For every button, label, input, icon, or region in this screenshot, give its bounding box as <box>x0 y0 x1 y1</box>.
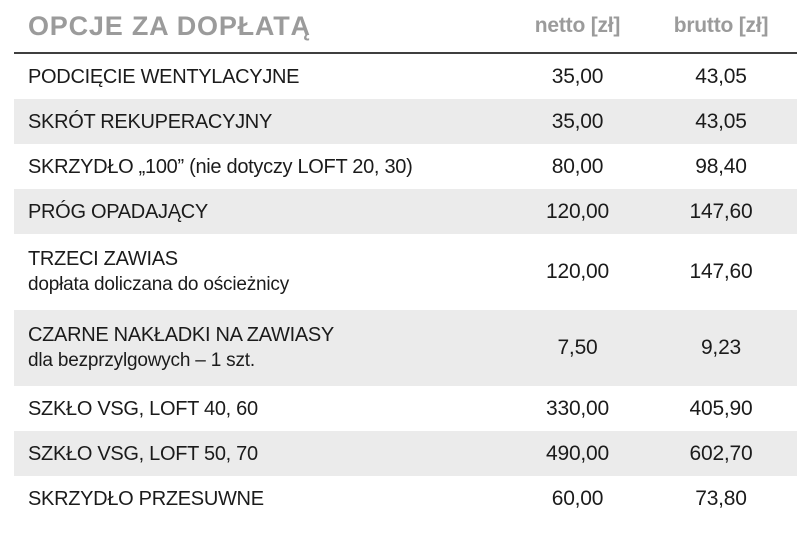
netto-price: 80,00 <box>551 154 604 178</box>
brutto-price: 43,05 <box>695 109 747 133</box>
netto-price: 490,00 <box>545 441 610 465</box>
netto-price: 330,00 <box>545 396 610 420</box>
option-name-main: TRZECI ZAWIAS <box>28 248 178 270</box>
option-note: dla bezprzylgowych – 1 szt. <box>28 350 255 371</box>
option-name: TRZECI ZAWIAS dopłata doliczana do oście… <box>14 246 510 298</box>
table-row: CZARNE NAKŁADKI NA ZAWIASY dla bezprzylg… <box>14 310 797 386</box>
brutto-price: 9,23 <box>700 336 742 359</box>
table-row: PODCIĘCIE WENTYLACYJNE 35,00 43,05 <box>14 54 797 99</box>
table-row: SZKŁO VSG, LOFT 40, 60 330,00 405,90 <box>14 386 797 431</box>
brutto-price: 98,40 <box>695 154 747 178</box>
option-name: SZKŁO VSG, LOFT 40, 60 <box>28 397 258 420</box>
surcharge-options-table: OPCJE ZA DOPŁATĄ netto [zł] brutto [zł] … <box>0 0 797 521</box>
brutto-price: 147,60 <box>689 260 753 283</box>
option-name: PODCIĘCIE WENTYLACYJNE <box>28 65 300 88</box>
brutto-price: 147,60 <box>689 199 753 223</box>
netto-price: 120,00 <box>545 260 610 283</box>
column-header-netto: netto [zł] <box>534 14 621 37</box>
netto-price: 35,00 <box>551 109 604 133</box>
table-row: SZKŁO VSG, LOFT 50, 70 490,00 602,70 <box>14 431 797 476</box>
option-name: SKRZYDŁO PRZESUWNE <box>28 487 264 510</box>
table-header: OPCJE ZA DOPŁATĄ netto [zł] brutto [zł] <box>14 0 797 54</box>
option-name: CZARNE NAKŁADKI NA ZAWIASY dla bezprzylg… <box>14 322 510 374</box>
column-header-brutto: brutto [zł] <box>673 14 769 37</box>
option-name: SZKŁO VSG, LOFT 50, 70 <box>28 442 258 465</box>
option-name: SKRZYDŁO „100” (nie dotyczy LOFT 20, 30) <box>28 155 413 178</box>
netto-price: 60,00 <box>551 486 604 510</box>
option-name: SKRÓT REKUPERACYJNY <box>28 110 272 133</box>
netto-price: 35,00 <box>551 64 604 88</box>
table-row: TRZECI ZAWIAS dopłata doliczana do oście… <box>14 234 797 310</box>
table-title: OPCJE ZA DOPŁATĄ <box>28 10 311 41</box>
table-row: SKRZYDŁO PRZESUWNE 60,00 73,80 <box>14 476 797 521</box>
option-note: dopłata doliczana do ościeżnicy <box>28 274 290 295</box>
brutto-price: 602,70 <box>689 441 753 465</box>
table-row: PRÓG OPADAJĄCY 120,00 147,60 <box>14 189 797 234</box>
table-row: SKRZYDŁO „100” (nie dotyczy LOFT 20, 30)… <box>14 144 797 189</box>
brutto-price: 43,05 <box>695 64 747 88</box>
brutto-price: 73,80 <box>695 486 747 510</box>
brutto-price: 405,90 <box>689 396 753 420</box>
netto-price: 7,50 <box>557 336 598 359</box>
netto-price: 120,00 <box>545 199 610 223</box>
option-name-main: CZARNE NAKŁADKI NA ZAWIASY <box>28 324 334 346</box>
option-name: PRÓG OPADAJĄCY <box>28 200 208 223</box>
table-row: SKRÓT REKUPERACYJNY 35,00 43,05 <box>14 99 797 144</box>
table-body: PODCIĘCIE WENTYLACYJNE 35,00 43,05 SKRÓT… <box>0 54 797 521</box>
